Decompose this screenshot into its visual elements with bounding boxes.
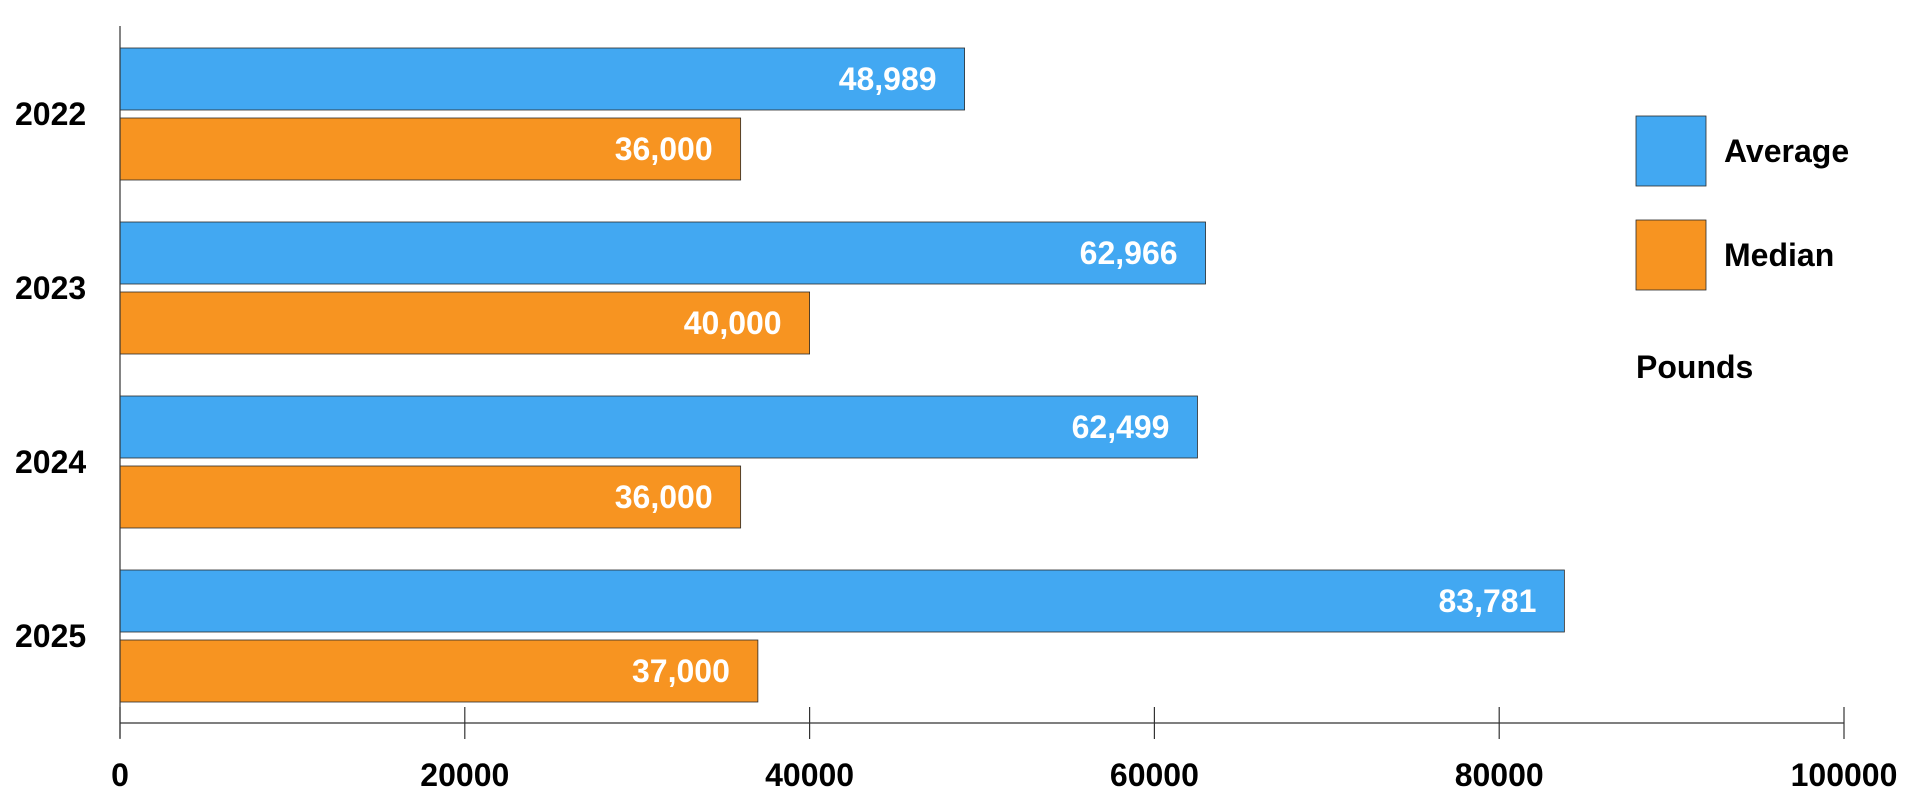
bar-median-2022: [119, 117, 742, 181]
legend: Average Median Pounds: [1635, 115, 1849, 385]
bar-value-label: 36,000: [615, 479, 713, 515]
category-label: 2024: [15, 444, 86, 480]
bar-value-label: 62,966: [1080, 235, 1178, 271]
bar-average-2023: [119, 221, 1206, 285]
bar-value-label: 36,000: [615, 131, 713, 167]
bar-value-label: 62,499: [1072, 409, 1170, 445]
x-tick-label: 100000: [1791, 757, 1898, 793]
bar-average-2025: [119, 569, 1565, 633]
x-tick-label: 40000: [765, 757, 854, 793]
bar-average-2024: [119, 395, 1198, 459]
category-label: 2023: [15, 270, 86, 306]
bar-value-label: 40,000: [684, 305, 782, 341]
category-label: 2022: [15, 96, 86, 132]
bar-value-label: 48,989: [839, 61, 937, 97]
category-label: 2025: [15, 618, 86, 654]
x-tick-label: 20000: [420, 757, 509, 793]
legend-swatch-median: [1635, 219, 1707, 291]
axes-layer: 2022 2023 2024 2025 0 20000 40000 60000 80000 100…: [15, 26, 1897, 793]
x-tick-label: 80000: [1455, 757, 1544, 793]
bar-median-2023: [119, 291, 810, 355]
x-tick-label: 0: [111, 757, 129, 793]
bar-value-label: 83,781: [1439, 583, 1537, 619]
legend-label-average: Average: [1724, 133, 1849, 169]
x-tick-label: 60000: [1110, 757, 1199, 793]
bar-average-2022: [119, 47, 965, 111]
bar-value-label: 37,000: [632, 653, 730, 689]
bar-median-2024: [119, 465, 742, 529]
legend-swatch-average: [1635, 115, 1707, 187]
bar-median-2025: [119, 639, 759, 703]
unit-label: Pounds: [1636, 349, 1753, 385]
bars-layer: 48,989 36,000 62,966 40,000 62,499 36,000 83,7…: [119, 47, 1565, 703]
legend-label-median: Median: [1724, 237, 1834, 273]
